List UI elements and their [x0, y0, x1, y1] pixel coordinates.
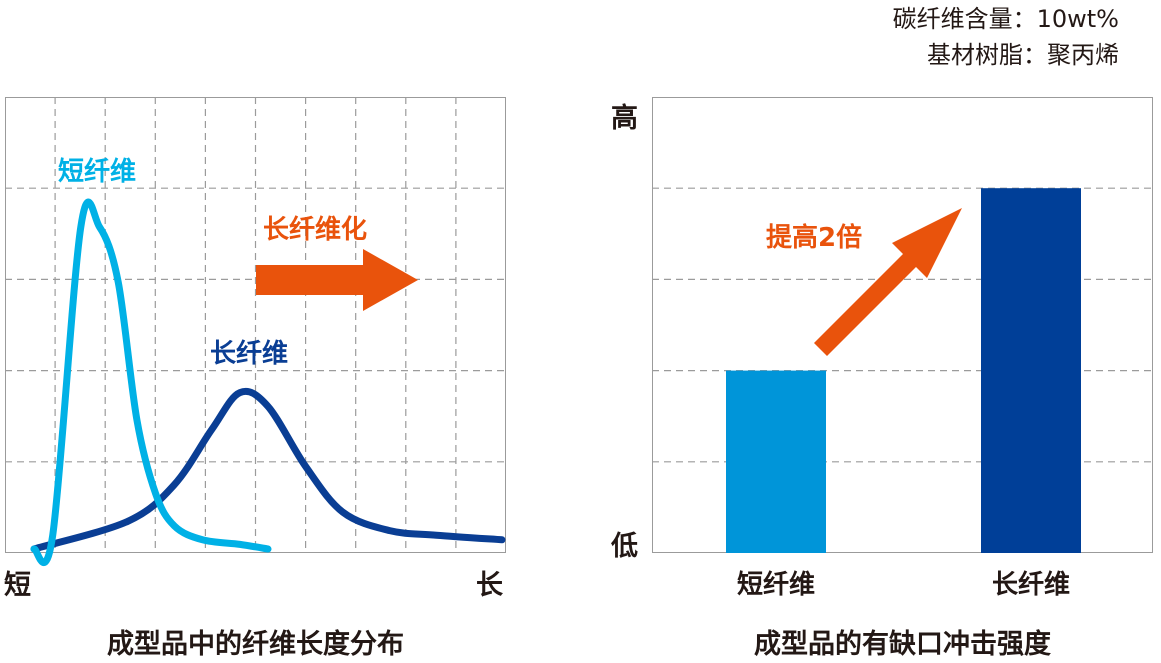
x-axis-start-label: 短	[4, 570, 31, 601]
condition-note-2: 基材树脂：聚丙烯	[927, 41, 1119, 69]
annotation-double: 提高2倍	[766, 222, 862, 253]
series-line-short-fiber	[30, 198, 272, 566]
fiber-length-chart-title: 成型品中的纤维长度分布	[107, 629, 404, 660]
left-series-group	[30, 198, 506, 566]
annotation-lengthening: 长纤维化	[263, 214, 367, 245]
x-axis-end-label: 长	[476, 570, 503, 601]
impact-strength-chart-title: 成型品的有缺口冲击强度	[754, 629, 1051, 660]
y-axis-low-label: 低	[611, 531, 638, 562]
series-label-long-fiber: 长纤维	[210, 338, 288, 369]
left-grid	[5, 97, 506, 553]
category-label-long-fiber: 长纤维	[991, 570, 1070, 600]
series-label-short-fiber: 短纤维	[58, 156, 136, 187]
bar-group	[726, 188, 1081, 553]
condition-note-1: 碳纤维含量：10wt%	[892, 5, 1119, 33]
impact-strength-chart-frame	[652, 97, 1153, 553]
up-right-arrow-icon	[814, 208, 962, 356]
bar-long-fiber	[981, 188, 1081, 553]
category-label-short-fiber: 短纤维	[736, 570, 815, 600]
right-arrow-icon	[256, 249, 418, 311]
bar-short-fiber	[726, 370, 826, 553]
y-axis-high-label: 高	[611, 103, 638, 134]
